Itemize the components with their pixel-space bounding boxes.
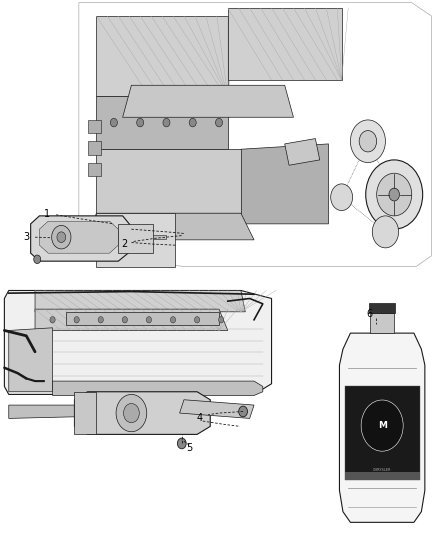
Polygon shape [96,213,175,266]
Polygon shape [39,221,118,253]
Circle shape [34,255,41,264]
Text: 3: 3 [23,232,29,241]
Polygon shape [9,405,74,418]
Text: 2: 2 [122,239,128,248]
Circle shape [215,118,223,127]
Polygon shape [241,144,328,224]
Polygon shape [35,290,245,312]
Circle shape [372,216,399,248]
Text: 1: 1 [44,209,50,219]
Circle shape [116,394,147,432]
Circle shape [74,317,79,323]
Text: M: M [378,421,387,430]
Polygon shape [285,139,320,165]
Polygon shape [9,328,53,392]
Circle shape [146,317,152,323]
Polygon shape [228,8,342,80]
Circle shape [359,131,377,152]
Polygon shape [96,16,228,96]
Circle shape [122,317,127,323]
Circle shape [350,120,385,163]
Circle shape [52,225,71,249]
Circle shape [389,188,399,201]
Bar [369,303,395,313]
Polygon shape [96,149,241,213]
Polygon shape [31,216,131,261]
Polygon shape [66,312,219,325]
Circle shape [124,403,139,423]
Polygon shape [53,381,263,395]
Circle shape [98,317,103,323]
Polygon shape [74,392,210,434]
Bar [345,386,420,480]
Circle shape [110,118,117,127]
Circle shape [366,160,423,229]
Circle shape [177,438,186,449]
Bar [370,313,395,333]
Polygon shape [131,235,166,239]
Circle shape [137,118,144,127]
Bar [88,163,101,176]
Text: 5: 5 [186,443,192,453]
Bar [118,224,153,253]
Circle shape [163,118,170,127]
Polygon shape [4,290,272,394]
Polygon shape [88,213,254,240]
Bar [88,141,101,155]
Circle shape [50,317,55,323]
Polygon shape [339,333,425,522]
Circle shape [170,317,176,323]
Polygon shape [123,85,293,117]
Polygon shape [96,96,228,149]
Text: 6: 6 [366,310,372,319]
Circle shape [331,184,353,211]
Polygon shape [79,3,431,266]
Polygon shape [74,392,96,434]
Polygon shape [180,400,254,418]
Bar [88,120,101,133]
Circle shape [239,406,247,417]
Circle shape [57,232,66,243]
Text: CHRYSLER: CHRYSLER [373,467,392,472]
Circle shape [377,173,412,216]
Circle shape [219,317,224,323]
Circle shape [361,400,403,451]
Circle shape [189,118,196,127]
Text: 4: 4 [196,414,202,423]
Bar [345,472,420,480]
Circle shape [194,317,200,323]
Polygon shape [35,309,228,330]
